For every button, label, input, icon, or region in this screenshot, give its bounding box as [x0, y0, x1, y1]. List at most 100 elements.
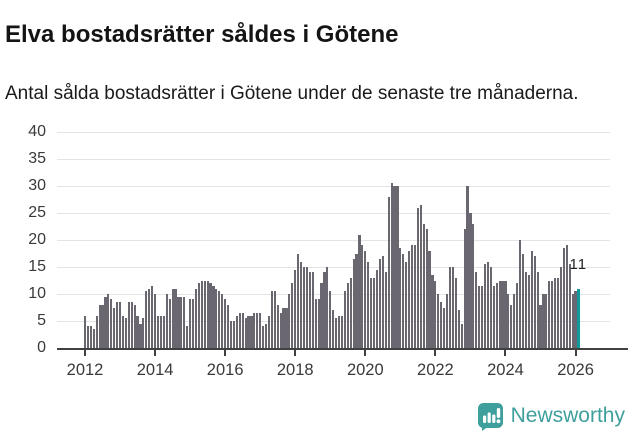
bar — [235, 315, 238, 348]
bar — [568, 264, 571, 348]
bar — [139, 323, 142, 348]
bar — [454, 277, 457, 348]
x-tick-2012 — [84, 348, 86, 356]
bar — [305, 267, 308, 348]
x-tick-label: 2016 — [206, 361, 244, 379]
bar — [486, 261, 490, 348]
bar — [443, 307, 446, 348]
x-tick-2014 — [154, 348, 157, 356]
bar — [142, 318, 145, 348]
bar — [200, 280, 203, 348]
bar — [320, 283, 323, 348]
bar — [118, 302, 122, 348]
bar — [180, 296, 183, 348]
y-tick-label: 0 — [37, 339, 46, 356]
bar — [481, 285, 484, 348]
bar — [466, 186, 469, 348]
newsworthy-brand-text: Newsworthy — [510, 404, 625, 427]
bar — [124, 318, 127, 348]
bar — [498, 280, 501, 348]
bar — [440, 302, 443, 348]
y-tick-label: 15 — [28, 258, 46, 275]
bar — [337, 315, 341, 348]
bar — [299, 261, 303, 348]
bar — [107, 294, 110, 348]
bar — [241, 312, 244, 348]
bar — [545, 294, 548, 348]
bar — [361, 245, 364, 348]
bar — [291, 283, 294, 348]
bar — [229, 321, 233, 348]
bar — [483, 264, 487, 348]
bar — [349, 277, 352, 348]
bar — [311, 272, 314, 348]
bar — [288, 294, 291, 348]
bar — [562, 248, 565, 348]
bar — [262, 326, 265, 348]
bar — [145, 291, 148, 348]
bar — [559, 267, 563, 348]
bar — [405, 261, 408, 348]
bar — [402, 253, 405, 348]
bar — [162, 315, 165, 348]
bar — [244, 318, 247, 348]
bar — [504, 280, 507, 348]
x-axis-line — [57, 348, 628, 350]
bar — [378, 258, 381, 348]
bar — [565, 245, 568, 348]
bar — [203, 280, 206, 348]
bar — [218, 291, 221, 348]
bar — [247, 315, 250, 348]
bar — [419, 204, 422, 348]
newsworthy-logo: Newsworthy — [477, 401, 625, 431]
bar — [256, 312, 259, 348]
bar — [191, 299, 195, 348]
page-title: Elva bostadsrätter såldes i Götene — [5, 21, 399, 49]
bar — [393, 186, 396, 348]
y-tick-label: 40 — [28, 123, 46, 140]
bar — [148, 288, 151, 348]
bar — [259, 312, 262, 348]
bar — [326, 267, 329, 348]
bar — [355, 253, 358, 348]
bar — [571, 294, 574, 348]
bar — [527, 275, 530, 348]
bar — [136, 315, 139, 348]
y-tick-label: 10 — [28, 285, 46, 302]
bar — [308, 272, 311, 348]
y-tick-label: 20 — [28, 231, 46, 248]
latest-value-label: 11 — [569, 256, 588, 273]
bar — [399, 248, 402, 348]
bar — [238, 312, 241, 348]
bar — [302, 267, 306, 348]
bar — [556, 277, 560, 348]
bar — [507, 294, 510, 348]
bar — [297, 253, 300, 348]
bar — [323, 272, 326, 348]
bar — [121, 315, 125, 348]
bar — [168, 299, 171, 348]
bar — [548, 280, 551, 348]
bar — [367, 261, 370, 348]
bar — [332, 310, 335, 348]
bar — [92, 329, 95, 348]
bar — [542, 294, 545, 348]
bar — [390, 183, 393, 348]
bar — [83, 315, 87, 348]
bar — [209, 283, 212, 348]
bar — [159, 315, 162, 348]
bar — [89, 326, 92, 348]
bar — [384, 272, 387, 348]
bar — [267, 315, 271, 348]
bar — [524, 272, 527, 348]
bar — [513, 294, 516, 348]
bar — [343, 291, 346, 348]
bar-latest — [576, 288, 581, 348]
bar — [410, 245, 414, 348]
bar — [270, 291, 273, 348]
bar — [206, 280, 209, 348]
chart-subtitle: Antal sålda bostadsrätter i Götene under… — [5, 83, 579, 104]
bar — [422, 223, 425, 348]
bar — [329, 291, 332, 348]
bar — [279, 312, 282, 348]
